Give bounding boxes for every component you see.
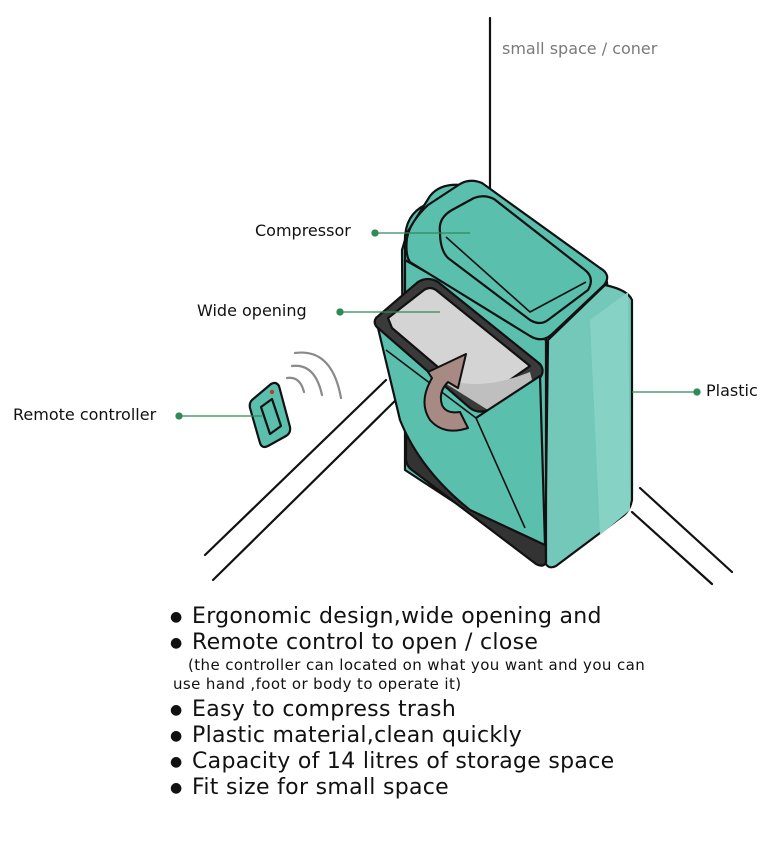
plastic-label: Plastic [706, 381, 758, 400]
open-direction-arrow-icon [423, 353, 469, 432]
wide-opening-flap [373, 277, 547, 547]
feature-item: Easy to compress trash [170, 697, 645, 723]
remote-controller-label: Remote controller [13, 405, 157, 424]
feature-item: Ergonomic design,wide opening and [170, 604, 645, 630]
leader-lines [175, 229, 701, 420]
trash-bin-illustration [175, 16, 734, 586]
wide-opening-label: Wide opening [197, 301, 307, 320]
compressor-label: Compressor [255, 221, 351, 240]
remote-controller-icon [248, 381, 292, 449]
feature-list: Ergonomic design,wide opening and Remote… [170, 604, 645, 801]
room-corner-lines [203, 16, 734, 586]
feature-note-line: use hand ,foot or body to operate it) [173, 675, 462, 693]
feature-item: Capacity of 14 litres of storage space [170, 749, 645, 775]
feature-item: Remote control to open / close [170, 630, 645, 656]
corner-label: small space / coner [502, 39, 658, 58]
feature-note: (the controller can located on what you … [173, 656, 646, 694]
feature-item: Plastic material,clean quickly [170, 723, 645, 749]
wireless-signal-icon [285, 351, 343, 400]
feature-item: Fit size for small space [170, 775, 645, 801]
feature-note-line: (the controller can located on what you … [188, 656, 646, 674]
